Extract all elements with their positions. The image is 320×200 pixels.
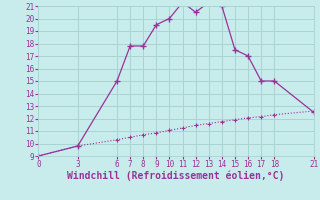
- X-axis label: Windchill (Refroidissement éolien,°C): Windchill (Refroidissement éolien,°C): [67, 171, 285, 181]
